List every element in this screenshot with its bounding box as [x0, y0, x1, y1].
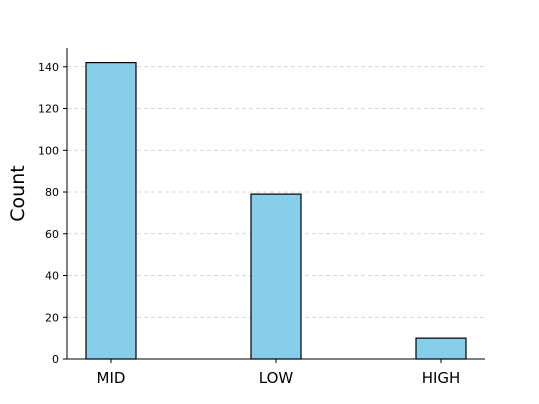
y-axis-title: Count — [7, 165, 29, 221]
x-tick-label: MID — [97, 369, 126, 387]
y-tick-label: 20 — [45, 311, 59, 324]
y-tick-label: 80 — [45, 186, 59, 199]
bar-low — [250, 193, 302, 360]
y-ticks: 0 20 40 60 80 100 120 140 — [38, 61, 67, 366]
y-tick-label: 60 — [45, 228, 59, 241]
y-tick-label: 0 — [52, 353, 59, 366]
x-tick-label: LOW — [259, 369, 294, 387]
bar-mid — [85, 62, 137, 360]
y-tick-label: 40 — [45, 270, 59, 283]
bars — [85, 62, 467, 360]
y-tick-label: 140 — [38, 61, 59, 74]
y-tick-label: 100 — [38, 144, 59, 157]
bar-high — [415, 337, 467, 360]
x-ticks: MID LOW HIGH — [97, 359, 461, 387]
x-tick-label: HIGH — [422, 369, 461, 387]
y-tick-label: 120 — [38, 103, 59, 116]
